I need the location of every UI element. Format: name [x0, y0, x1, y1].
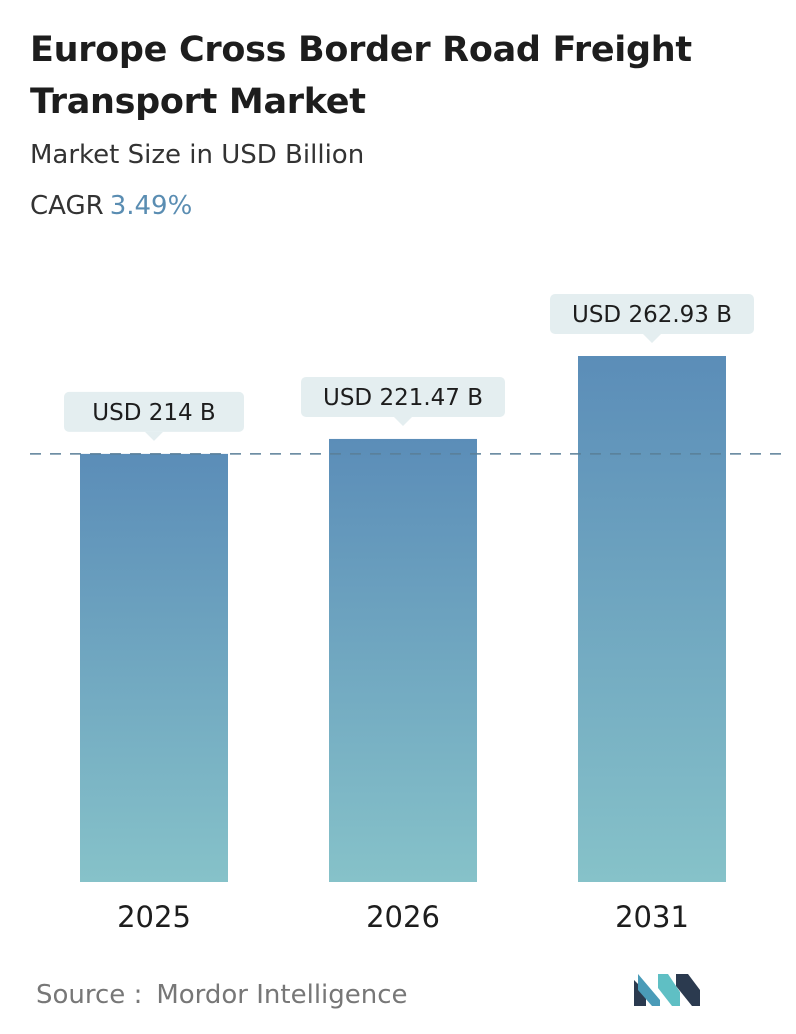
data-label-text: USD 221.47 B — [323, 385, 483, 411]
data-label-text: USD 214 B — [92, 400, 215, 426]
data-label-text: USD 262.93 B — [572, 302, 732, 328]
data-label-pointer — [643, 334, 661, 343]
data-label-bubble — [301, 376, 505, 417]
data-label-bubble — [550, 294, 754, 334]
x-tick-label-2026: 2026 — [366, 900, 440, 934]
bar-2026 — [329, 438, 477, 882]
source-line: Source : Mordor Intelligence — [36, 980, 408, 1010]
labels-layer: USD 214 B 2025 USD 221.47 B 2026 USD 262.93 … — [64, 294, 754, 934]
bar-2031 — [578, 356, 726, 882]
bar-chart: USD 214 B 2025 USD 221.47 B 2026 USD 262.93 … — [30, 294, 790, 934]
bars-layer — [80, 356, 726, 882]
chart-title: Europe Cross Border Road Freight Transpo… — [30, 30, 692, 122]
cagr-line: CAGR 3.49% — [30, 191, 192, 221]
data-label-2031: USD 262.93 B — [550, 294, 754, 343]
data-label-pointer — [145, 431, 163, 441]
chart-subtitle: Market Size in USD Billion — [30, 140, 365, 170]
data-label-bubble — [64, 391, 244, 432]
source-label: Source : — [36, 980, 143, 1010]
data-label-2025: USD 214 B — [64, 391, 244, 441]
cagr-label: CAGR — [30, 191, 104, 221]
bar-2025 — [80, 453, 228, 882]
data-label-pointer — [394, 416, 412, 426]
data-label-2026: USD 221.47 B — [301, 376, 505, 426]
mordor-intelligence-logo-icon — [634, 974, 700, 1006]
x-tick-label-2025: 2025 — [117, 900, 191, 934]
source-name: Mordor Intelligence — [156, 980, 408, 1010]
x-tick-label-2031: 2031 — [615, 900, 689, 934]
cagr-value: 3.49% — [109, 191, 193, 221]
